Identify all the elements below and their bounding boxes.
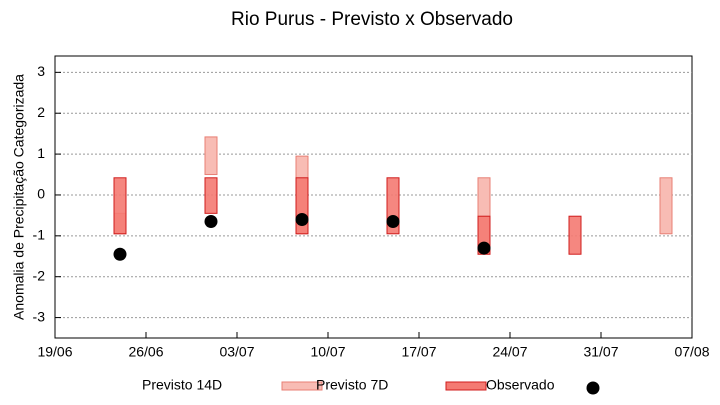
x-tick-label: 31/07 [583,344,618,360]
x-tick-label: 17/07 [401,344,436,360]
x-tick-label: 24/07 [492,344,527,360]
range-bar [568,215,582,255]
x-tick-label: 19/06 [37,344,72,360]
legend-label: Previsto 14D [142,377,222,393]
range-bar [113,177,127,235]
y-tick-label: 1 [37,145,45,161]
observed-point [113,247,127,261]
range-bar [204,177,218,214]
y-tick-label: 0 [37,186,45,202]
x-tick-label: 10/07 [310,344,345,360]
y-tick-label: -2 [33,267,46,283]
chart-title: Rio Purus - Previsto x Observado [231,9,513,30]
observed-point [295,212,309,226]
legend-swatch [586,381,600,395]
y-tick-label: 3 [37,63,45,79]
observed-point [477,241,491,255]
y-axis-label: Anomalia de Precipitação Categorizada [11,74,27,320]
observed-point [204,215,218,229]
plot-frame [54,55,693,339]
x-tick-label: 26/06 [128,344,163,360]
range-bar [204,136,218,176]
legend-swatch [281,381,323,391]
legend-label: Previsto 7D [316,377,388,393]
y-tick-label: -3 [33,308,46,324]
x-tick-label: 03/07 [219,344,254,360]
y-tick-label: -1 [33,227,46,243]
y-tick-label: 2 [37,104,45,120]
legend-swatch [445,381,487,391]
x-tick-label: 07/08 [674,344,709,360]
observed-point [386,215,400,229]
legend-label: Observado [486,377,555,393]
range-bar [659,177,673,235]
